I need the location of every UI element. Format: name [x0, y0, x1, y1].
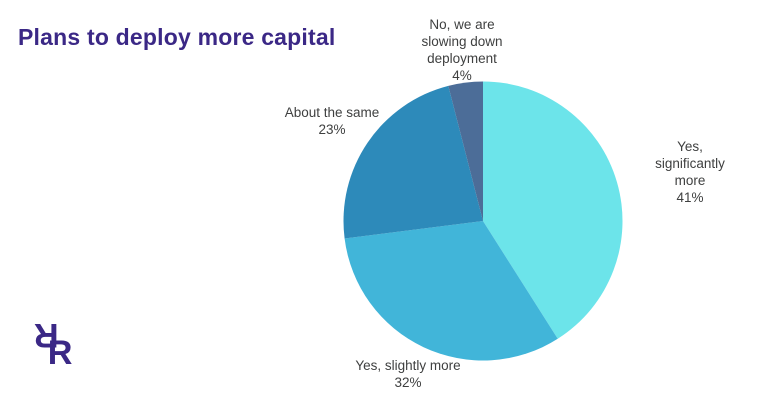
pie-label-no-slowing-down: No, we are slowing down deployment 4% [421, 17, 503, 83]
pie-chart [343, 81, 623, 361]
chart-title: Plans to deploy more capital [18, 24, 336, 50]
pie-label-yes-slightly-more: Yes, slightly more 32% [355, 358, 461, 390]
logo-letter-reversed-r: R [34, 320, 59, 354]
pie-label-yes-significantly-more: Yes, significantly more 41% [655, 139, 725, 205]
brand-logo: R R [34, 320, 73, 368]
logo-letter-r: R [48, 334, 73, 368]
pie-slice-2 [343, 85, 483, 239]
pie-label-about-the-same: About the same 23% [284, 105, 380, 137]
pie-slice-3 [448, 81, 483, 221]
pie-slice-1 [344, 221, 558, 361]
pie-slice-0 [483, 81, 623, 339]
